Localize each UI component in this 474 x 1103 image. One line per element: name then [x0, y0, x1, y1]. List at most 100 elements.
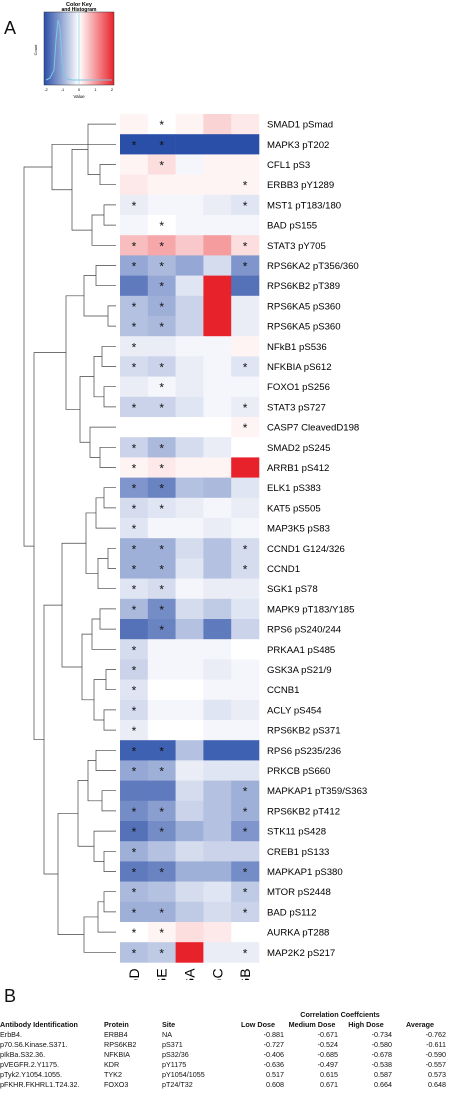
heatmap-cell	[203, 477, 232, 499]
heatmap-cell	[120, 740, 149, 761]
heatmap-cell	[120, 457, 149, 478]
significance-star: *	[159, 361, 164, 375]
header-site: Site	[162, 1020, 176, 1029]
row-label: ERBB3 pY1289	[267, 180, 334, 191]
cell-protein: NFKBIA	[104, 1050, 130, 1059]
heatmap-cell	[120, 639, 149, 660]
heatmap-cell	[175, 457, 204, 478]
heatmap-cell	[231, 760, 260, 781]
row-label: RPS6KA5 pS360	[267, 301, 341, 312]
significance-star: *	[132, 926, 137, 940]
heatmap-cell	[175, 740, 204, 761]
row-label: CCND1	[267, 564, 300, 575]
heatmap-cell	[231, 558, 260, 579]
row-label: CCNB1	[267, 685, 300, 696]
heatmap-cell	[120, 376, 149, 398]
heatmap-cell	[203, 497, 232, 519]
row-labels: SMAD1 pSmad MAPK3 pT202 CFL1 pS3 ERBB3 pY12…	[267, 120, 367, 959]
heatmap-cell	[175, 598, 204, 620]
cell-protein: FOXO3	[104, 1080, 129, 1089]
cell-site: pY1054/1055	[162, 1070, 205, 1079]
heatmap-cell	[231, 922, 260, 943]
table-row: pTyk2.Y1054.1055. TYK2 pY1054/1055 0.517…	[0, 1070, 448, 1080]
significance-star: *	[243, 421, 248, 435]
heatmap-cell	[147, 114, 176, 135]
heatmap-cell	[203, 740, 232, 761]
heatmap-cell	[203, 336, 232, 357]
significance-star: *	[159, 441, 164, 455]
heatmap-cell	[147, 578, 176, 600]
heatmap-cell	[231, 901, 260, 923]
heatmap-cell	[147, 720, 176, 741]
heatmap-cell	[231, 255, 260, 276]
row-label: NFKBIA pS612	[267, 362, 332, 373]
cell-antibody: pIkBa.S32.36.	[0, 1050, 46, 1059]
heatmap-cell	[147, 255, 176, 276]
header-correlation-group: Correlation Coeffcients	[300, 1010, 380, 1019]
header-medium-dose: Medium Dose	[288, 1020, 336, 1029]
heatmap-cell	[120, 780, 149, 802]
significance-star: *	[132, 199, 137, 213]
heatmap-cell	[203, 679, 232, 701]
heatmap-cell	[203, 437, 232, 458]
heatmap-cell	[203, 174, 232, 196]
heatmap-cell	[120, 194, 149, 216]
heatmap-cell	[175, 558, 204, 579]
row-label: STK11 pS428	[267, 827, 326, 838]
heatmap-cell	[231, 538, 260, 559]
dendrogram-branch	[95, 749, 116, 771]
heatmap-cell	[120, 437, 149, 458]
cell-average: -0.611	[426, 1040, 446, 1049]
color-key-xlabel: Value	[73, 94, 85, 99]
heatmap-cell	[120, 720, 149, 741]
heatmap-cell	[175, 336, 204, 357]
heatmap-cell	[175, 881, 204, 903]
significance-star: *	[243, 805, 248, 819]
significance-star: *	[159, 159, 164, 173]
heatmap-cell	[231, 295, 260, 317]
cell-high: 0.664	[374, 1080, 392, 1089]
heatmap-cell	[120, 619, 149, 640]
cell-antibody: p70.S6.Kinase.S371.	[0, 1040, 68, 1049]
significance-star: *	[132, 704, 137, 718]
row-label: CASP7 CleavedD198	[267, 423, 359, 434]
heatmap-cell	[203, 659, 232, 680]
heatmap-cell	[120, 598, 149, 620]
dendrogram-branch	[71, 149, 92, 231]
row-label: BAD pS155	[267, 221, 317, 232]
row-label: RPS6KB2 pS371	[267, 726, 341, 737]
heatmap-cell	[231, 942, 260, 963]
dendrogram-branch	[51, 143, 116, 191]
panel-a-label: A	[4, 18, 17, 38]
cell-high: -0.734	[371, 1030, 392, 1039]
significance-star: *	[132, 522, 137, 536]
correlation-table-wrap: Correlation Coeffcients Antibody Identif…	[0, 1010, 474, 1100]
heatmap-cell	[147, 780, 176, 802]
heatmap-cell	[231, 437, 260, 458]
heatmap-cell	[147, 194, 176, 216]
heatmap-cell	[120, 356, 149, 377]
table-row: ErbB4. ERBB4 NA -0.881 -0.671 -0.734 -0.…	[0, 1030, 448, 1040]
row-label: MAPK9 pT183/Y185	[267, 604, 354, 615]
heatmap-cell	[175, 194, 204, 216]
dendrogram-branch	[91, 618, 116, 650]
heatmap-cell	[203, 841, 232, 862]
heatmap-cell	[175, 235, 204, 256]
heatmap-cell	[147, 901, 176, 923]
header-protein: Protein	[104, 1020, 129, 1029]
significance-star: *	[132, 300, 137, 314]
heatmap-cell	[231, 457, 260, 478]
heatmap-cell	[147, 356, 176, 377]
table-row: pIkBa.S32.36. NFKBIA pS32/36 -0.406 -0.6…	[0, 1050, 448, 1060]
significance-star: *	[132, 239, 137, 253]
cell-average: -0.762	[425, 1030, 446, 1039]
heatmap-cell	[203, 720, 232, 741]
table-row: pFKHR.FKHRL1.T24.32. FOXO3 pT24/T32 0.60…	[0, 1080, 448, 1090]
heatmap-cell	[147, 841, 176, 862]
heatmap-cell	[175, 396, 204, 418]
heatmap-cell	[175, 215, 204, 236]
dendrogram-branch	[97, 558, 116, 590]
heatmap-cell	[203, 760, 232, 781]
heatmap-cell	[203, 598, 232, 620]
significance-star: *	[243, 542, 248, 556]
